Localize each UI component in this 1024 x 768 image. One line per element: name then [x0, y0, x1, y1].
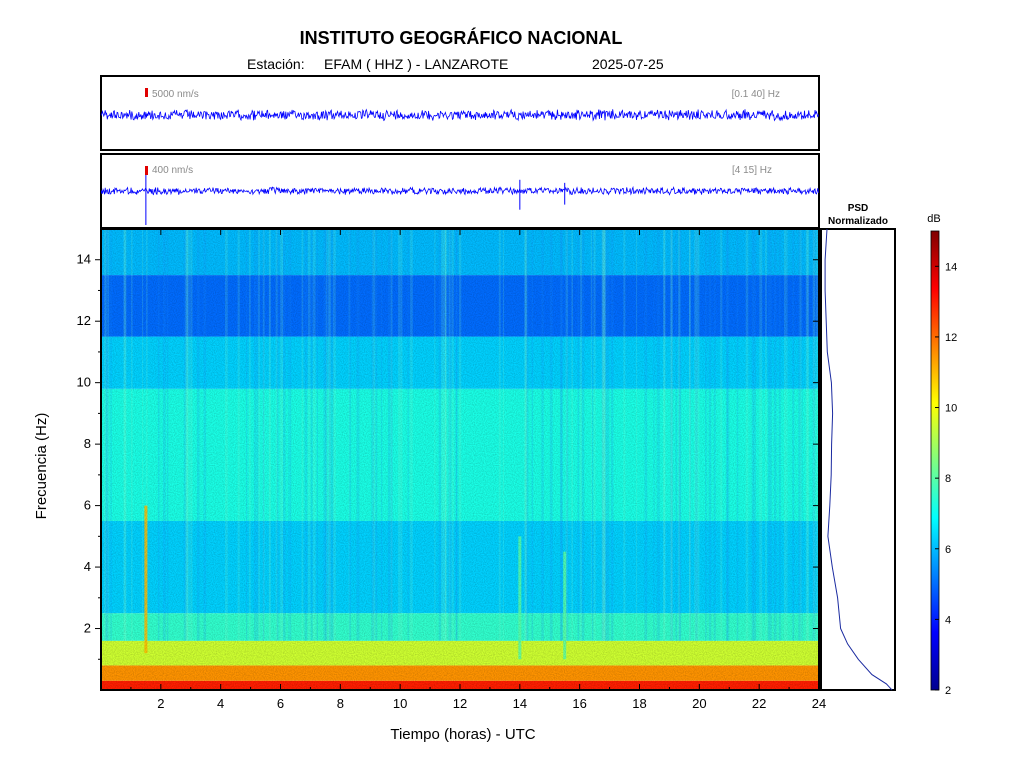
seismic-trace: [101, 108, 819, 122]
psd-title-line1: PSD: [848, 203, 869, 214]
x-tick-label: 10: [393, 696, 407, 711]
y-tick-label: 6: [84, 498, 91, 513]
colorbar-tick-label: 14: [945, 261, 957, 273]
colorbar-tick-label: 8: [945, 473, 951, 485]
x-tick-label: 2: [157, 696, 164, 711]
x-tick-label: 8: [337, 696, 344, 711]
date-label: 2025-07-25: [592, 56, 664, 72]
x-tick-label: 22: [752, 696, 766, 711]
trace-band-label: [4 15] Hz: [732, 165, 772, 176]
trace-scale-label: 400 nm/s: [152, 165, 193, 176]
trace-scale-label: 5000 nm/s: [152, 89, 199, 100]
psd-profile-line: [824, 228, 893, 691]
station-label: Estación:: [247, 56, 305, 72]
trace-panel-broadband: 5000 nm/s [0.1 40] Hz: [100, 75, 820, 151]
y-axis-label: Frecuencia (Hz): [33, 413, 50, 520]
psd-title-line2: Normalizado: [828, 216, 888, 227]
trace-scale-bar: [145, 166, 148, 175]
spectrogram: [101, 229, 819, 690]
x-tick-label: 4: [217, 696, 224, 711]
y-tick-label: 14: [77, 252, 91, 267]
colorbar-tick-label: 2: [945, 685, 951, 697]
colorbar-tick-label: 10: [945, 403, 957, 415]
y-tick-label: 4: [84, 559, 91, 574]
x-tick-label: 6: [277, 696, 284, 711]
x-tick-label: 20: [692, 696, 706, 711]
x-axis-label: Tiempo (horas) - UTC: [390, 726, 535, 743]
colorbar-tick-label: 12: [945, 332, 957, 344]
x-tick-label: 24: [812, 696, 826, 711]
trace-panel-filtered: 400 nm/s [4 15] Hz: [100, 153, 820, 229]
trace-scale-bar: [145, 88, 148, 97]
x-tick-label: 18: [632, 696, 646, 711]
y-tick-label: 8: [84, 436, 91, 451]
colorbar-tick-label: 6: [945, 544, 951, 556]
colorbar-label: dB: [927, 213, 940, 225]
x-tick-label: 14: [513, 696, 527, 711]
colorbar-tick-label: 4: [945, 614, 951, 626]
colorbar: dB 2 4 6 8 10 12 14: [927, 213, 957, 697]
y-tick-label: 12: [77, 313, 91, 328]
figure-title: INSTITUTO GEOGRÁFICO NACIONAL: [300, 27, 623, 48]
x-tick-label: 12: [453, 696, 467, 711]
seismic-trace: [101, 185, 819, 196]
y-tick-label: 2: [84, 621, 91, 636]
psd-panel: PSD Normalizado: [820, 203, 896, 691]
trace-band-label: [0.1 40] Hz: [732, 89, 780, 100]
station-name: EFAM ( HHZ ) - LANZAROTE: [324, 56, 508, 72]
x-tick-label: 16: [572, 696, 586, 711]
y-tick-label: 10: [77, 375, 91, 390]
